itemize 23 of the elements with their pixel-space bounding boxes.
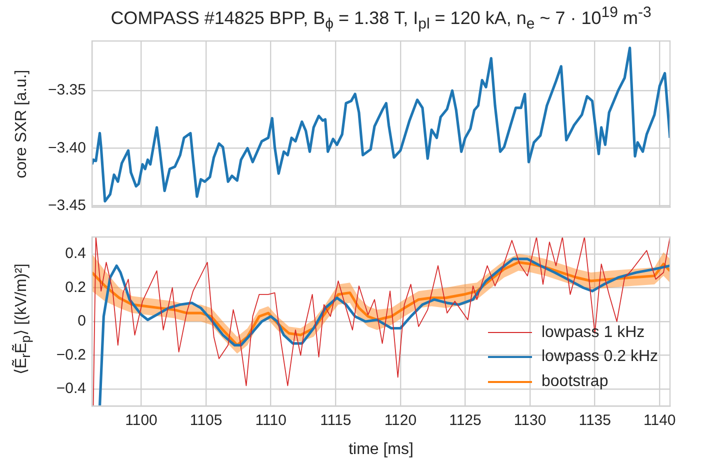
y-tick-label: 0.2 [65,278,86,296]
y-tick-label: −3.40 [48,139,86,156]
y-tick-label: −0.2 [56,346,86,364]
x-tick-label: 1100 [125,412,158,430]
x-axis-title: time [ms] [348,440,414,458]
y-tick-label: 0 [78,312,86,330]
legend-label: lowpass 1 kHz [542,324,645,342]
x-tick-label: 1140 [644,412,676,430]
y-tick-label: −3.45 [48,196,86,214]
y-tick-label: 0.4 [65,245,86,262]
x-tick-label: 1105 [190,412,222,430]
y-tick-label: −3.35 [48,82,86,99]
chart-title: COMPASS #14825 BPP, B$_{ϕ}$ = 1.38 T, I$_{pl}$ = 120 kA, n$_{e}$ ~ 7 · 10$^{19}$ m$^{-3}$ [110,4,652,33]
x-tick-label: 1135 [578,412,611,430]
x-tick-label: 1125 [449,412,482,430]
y-axis-title: core SXR [a.u.] [13,70,31,178]
x-tick-label: 1130 [514,412,546,430]
legend-label: bootstrap [542,372,608,391]
y-tick-label: −0.4 [56,380,86,398]
legend-label: lowpass 0.2 kHz [542,348,658,366]
x-tick-label: 1115 [320,412,352,430]
x-tick-label: 1110 [255,412,286,430]
x-tick-label: 1120 [384,412,417,430]
